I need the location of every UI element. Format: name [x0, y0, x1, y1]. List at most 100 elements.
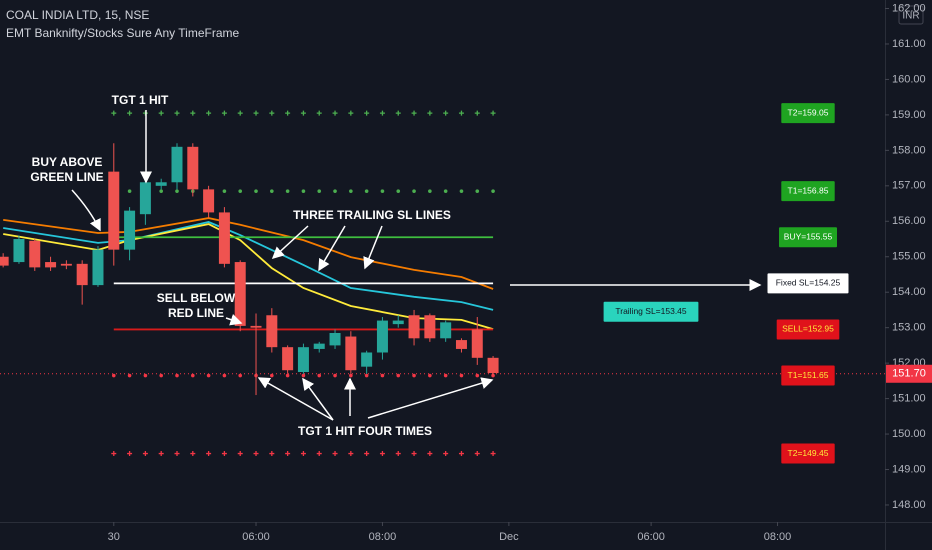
level-cross — [490, 451, 496, 457]
candle-body — [376, 320, 388, 353]
candle-body — [297, 347, 309, 372]
level-cross — [300, 451, 306, 457]
level-cross — [127, 110, 133, 116]
level-label: Trailing SL=153.45 — [615, 306, 687, 316]
indicator-name: EMT Banknifty/Stocks Sure Any TimeFrame — [6, 26, 240, 40]
candle-body — [13, 239, 25, 263]
candle-body — [487, 357, 499, 374]
level-cross — [458, 451, 464, 457]
y-tick-label: 151.00 — [892, 392, 926, 404]
candle-body — [203, 189, 215, 213]
y-tick-label: 161.00 — [892, 38, 926, 50]
level-dot — [412, 189, 416, 193]
level-cross — [474, 110, 480, 116]
level-cross — [221, 110, 227, 116]
y-tick-label: 160.00 — [892, 73, 926, 85]
level-dot — [333, 373, 337, 378]
level-label: T1=156.85 — [788, 185, 829, 195]
level-dot — [191, 373, 195, 378]
level-cross — [395, 110, 401, 116]
candle-body — [76, 263, 88, 286]
candle-body — [455, 340, 467, 349]
currency[interactable]: INR — [902, 11, 919, 22]
level-cross — [285, 451, 291, 457]
level-cross — [490, 110, 496, 116]
level-dot — [317, 189, 322, 193]
level-cross — [316, 110, 322, 116]
level-dot — [475, 373, 480, 378]
y-tick-label: 155.00 — [892, 251, 926, 263]
level-cross — [316, 451, 322, 457]
y-tick-label: 158.00 — [892, 144, 926, 156]
level-label-box — [781, 443, 835, 464]
candle-body — [424, 315, 436, 339]
level-dot — [143, 373, 148, 378]
level-dot — [317, 373, 322, 378]
level-cross — [427, 110, 433, 116]
candle-body — [155, 182, 167, 186]
candle-body — [124, 210, 136, 250]
candle-body — [92, 249, 104, 286]
annotation: THREE TRAILING SL LINES — [293, 208, 451, 222]
arrow — [302, 377, 334, 421]
arrow — [257, 377, 334, 421]
annotation: RED LINE — [168, 306, 224, 320]
level-label: T2=159.05 — [788, 107, 829, 117]
level-dot — [238, 189, 243, 193]
level-dot — [380, 373, 385, 378]
x-tick-label: 30 — [108, 531, 120, 543]
level-dot — [475, 189, 480, 193]
level-dot — [428, 373, 432, 378]
candle-body — [329, 332, 341, 346]
level-dot — [459, 189, 464, 193]
level-dot — [127, 189, 132, 193]
arrow — [225, 313, 243, 326]
x-tick-label: 08:00 — [764, 531, 792, 543]
level-dot — [159, 373, 163, 378]
level-dot — [333, 189, 337, 193]
candle-body — [218, 212, 230, 264]
candle-body — [361, 352, 373, 367]
level-cross — [190, 110, 196, 116]
level-cross — [427, 451, 433, 457]
level-cross — [285, 110, 291, 116]
level-cross — [379, 110, 385, 116]
arrow — [367, 377, 494, 419]
level-cross — [237, 110, 243, 116]
level-dot — [222, 373, 227, 378]
currency-box[interactable] — [898, 5, 924, 25]
level-dot — [412, 373, 416, 378]
level-cross — [111, 110, 117, 116]
level-dot — [380, 189, 385, 193]
level-label: SELL=152.95 — [782, 324, 834, 334]
y-tick-label: 149.00 — [892, 463, 926, 475]
level-dot — [238, 373, 243, 378]
level-dot — [443, 373, 448, 378]
level-dot — [285, 373, 290, 378]
level-dot — [459, 373, 464, 378]
level-cross — [127, 451, 133, 457]
candle-body — [440, 322, 452, 339]
level-cross — [395, 451, 401, 457]
chart-title: COAL INDIA LTD, 15, NSE — [6, 8, 149, 22]
annotation-arrows — [71, 110, 762, 421]
level-dot — [254, 189, 258, 193]
candle-body — [45, 262, 57, 268]
x-tick-label: 08:00 — [369, 531, 397, 543]
level-cross — [443, 110, 449, 116]
level-cross — [237, 451, 243, 457]
level-dot — [301, 373, 306, 378]
candle-body — [0, 256, 9, 266]
level-cross — [206, 110, 212, 116]
y-tick-label: 156.00 — [892, 215, 926, 227]
level-cross — [174, 110, 180, 116]
candle-body — [408, 315, 420, 339]
candle-body — [345, 336, 357, 371]
level-label-box — [776, 319, 840, 340]
annotation: SELL BELOW — [157, 291, 236, 305]
level-cross — [300, 110, 306, 116]
level-dot — [396, 373, 401, 378]
level-label: BUY=155.55 — [784, 231, 833, 241]
candle-body — [187, 146, 199, 190]
